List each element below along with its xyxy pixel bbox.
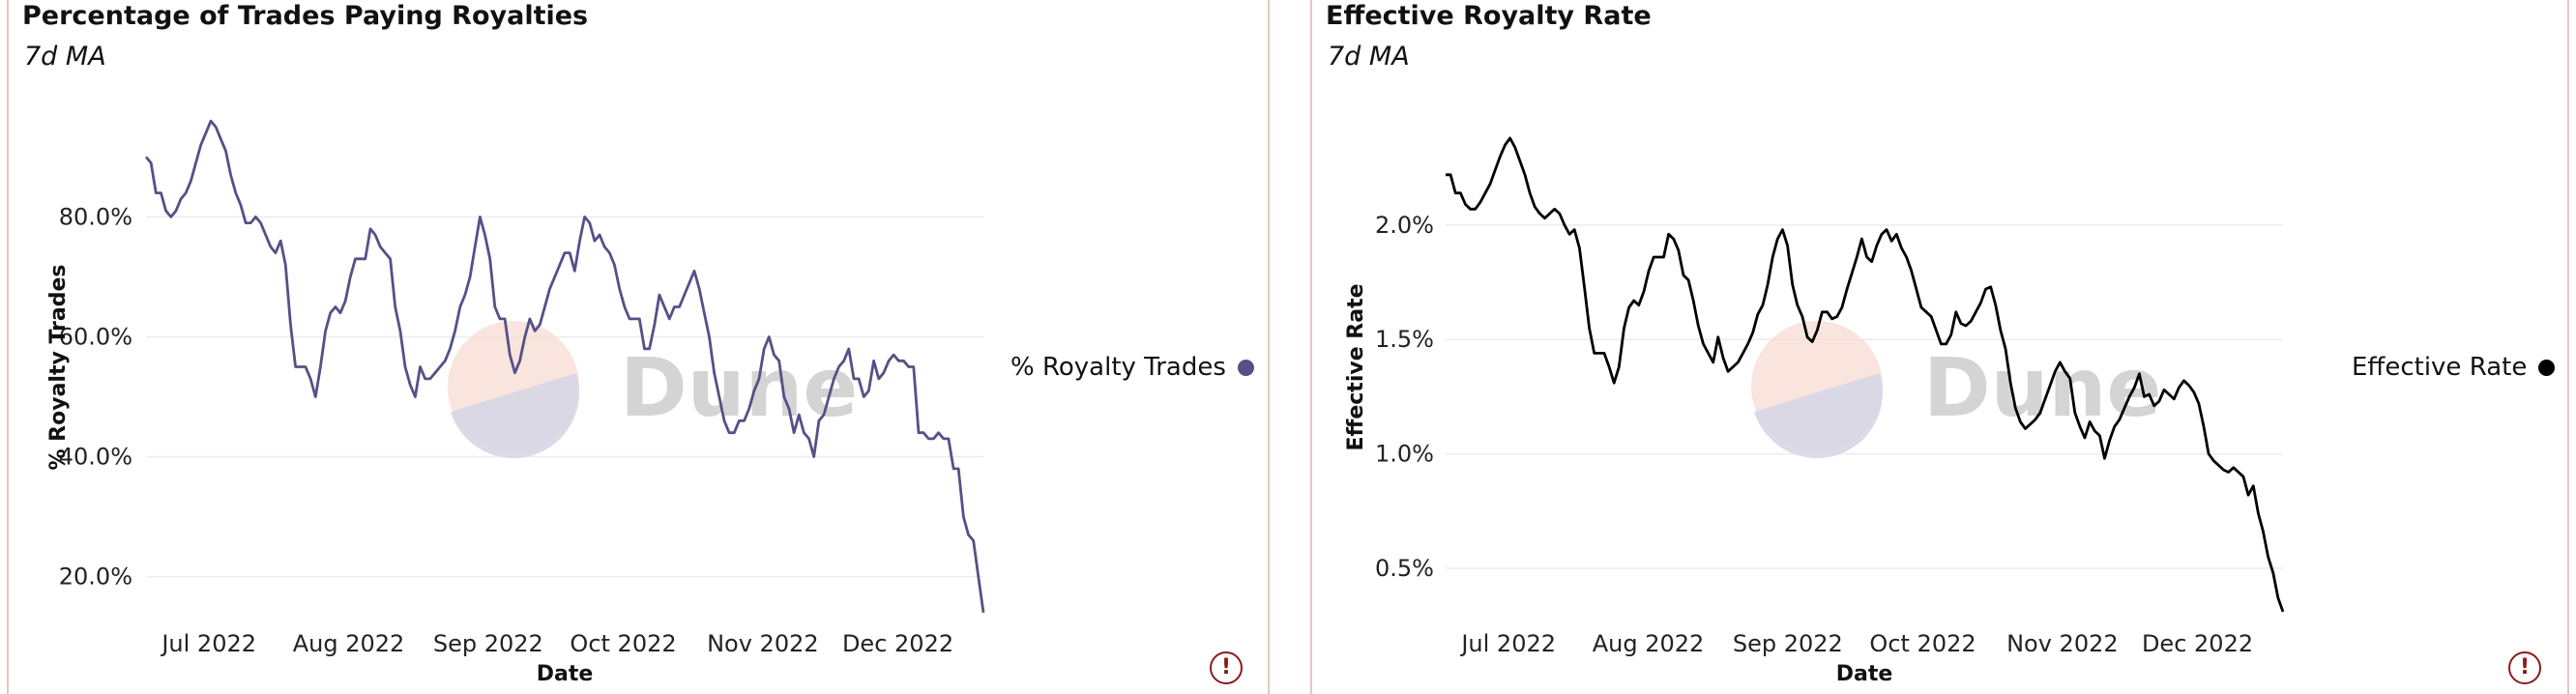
chart-legend[interactable]: Effective Rate <box>2352 353 2556 382</box>
x-tick-label: Aug 2022 <box>293 630 405 657</box>
watermark-half <box>451 372 579 458</box>
watermark-text: Dune <box>1923 340 2161 435</box>
legend-marker <box>2538 359 2556 376</box>
x-tick-label: Jul 2022 <box>160 630 256 657</box>
y-tick-label: 1.0% <box>1375 441 1434 468</box>
legend-marker <box>1237 359 1254 376</box>
x-tick-label: Oct 2022 <box>1869 630 1976 657</box>
y-axis-label: Effective Rate <box>1344 283 1368 450</box>
x-axis-label: Date <box>537 662 594 686</box>
x-tick-label: Jul 2022 <box>1459 630 1556 657</box>
chart-title: Percentage of Trades Paying Royalties <box>22 1 589 31</box>
y-tick-label: 20.0% <box>59 564 132 591</box>
x-tick-label: Oct 2022 <box>570 630 676 657</box>
y-tick-label: 2.0% <box>1375 212 1434 239</box>
dune-watermark-logo: Dune <box>1751 321 2161 458</box>
dune-watermark-logo: Dune <box>448 321 858 458</box>
series-line[interactable] <box>144 119 985 613</box>
series-line[interactable] <box>1446 136 2285 613</box>
legend-label: % Royalty Trades <box>1010 353 1226 382</box>
watermark-text: Dune <box>620 340 858 435</box>
y-tick-label: 80.0% <box>59 203 132 230</box>
chart-panel-effective-rate: Effective Royalty Rate 7d MA 0.5% 1.0% 1.5… <box>1310 0 2569 694</box>
x-tick-label: Nov 2022 <box>707 630 819 657</box>
x-tick-label: Dec 2022 <box>842 630 953 657</box>
chart-panel-royalty-trades: Percentage of Trades Paying Royalties 7d… <box>7 0 1270 694</box>
chart-subtitle: 7d MA <box>1328 42 1410 72</box>
y-tick-label: 60.0% <box>59 323 132 350</box>
legend-label: Effective Rate <box>2352 353 2528 382</box>
line-chart-royalty-trades: 20.0% 40.0% 60.0% 80.0% Dune Jul 2022 Aug 2022… <box>46 119 985 686</box>
y-axis-label: % Royalty Trades <box>46 264 71 470</box>
watermark-half <box>1754 372 1883 458</box>
y-tick-label: 1.5% <box>1375 326 1434 353</box>
x-tick-label: Aug 2022 <box>1593 630 1705 657</box>
chart-subtitle: 7d MA <box>24 42 106 72</box>
y-tick-label: 40.0% <box>59 444 132 471</box>
warning-icon[interactable]: ! <box>2508 651 2541 684</box>
chart-legend[interactable]: % Royalty Trades <box>1010 353 1254 382</box>
line-chart-effective-rate: 0.5% 1.0% 1.5% 2.0% Dune Jul 2022 Aug 2022 Sep … <box>1344 136 2285 686</box>
x-tick-label: Sep 2022 <box>433 630 543 657</box>
warning-icon[interactable]: ! <box>1210 651 1243 684</box>
x-tick-label: Nov 2022 <box>2006 630 2119 657</box>
y-tick-label: 0.5% <box>1375 555 1434 582</box>
x-axis-label: Date <box>1836 662 1893 686</box>
x-tick-label: Dec 2022 <box>2142 630 2253 657</box>
chart-title: Effective Royalty Rate <box>1326 1 1652 31</box>
x-tick-label: Sep 2022 <box>1733 630 1843 657</box>
